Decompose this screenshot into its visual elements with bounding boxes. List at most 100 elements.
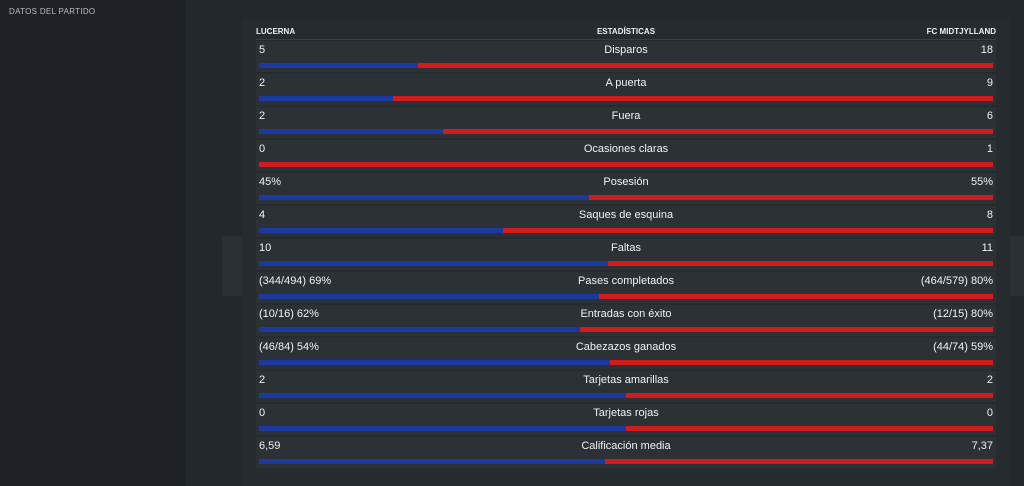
away-value: 8 [986, 209, 993, 221]
away-value: 55% [970, 176, 993, 188]
home-value: (46/84) 54% [259, 341, 319, 353]
comparison-bar [259, 228, 993, 233]
home-value: 0 [259, 143, 266, 155]
away-share-bar [626, 426, 993, 431]
comparison-bar [259, 459, 993, 464]
home-value: 45% [259, 176, 282, 188]
stats-header: LUCERNA ESTADÍSTICAS FC MIDTJYLLAND [256, 25, 996, 40]
stat-label: Fuera [611, 110, 641, 122]
stat-row: (46/84) 54% Cabezazos ganados (44/74) 59% [256, 338, 996, 369]
comparison-bar [259, 162, 993, 167]
away-team-name[interactable]: FC MIDTJYLLAND [926, 27, 996, 36]
home-value: 2 [259, 77, 266, 89]
home-value: (344/494) 69% [259, 275, 332, 287]
comparison-bar [259, 294, 993, 299]
stat-row: 6,59 Calificación media 7,37 [256, 437, 996, 468]
sidebar-title: DATOS DEL PARTIDO [9, 7, 96, 16]
comparison-bar [259, 96, 993, 101]
stat-row: 2 Fuera 6 [256, 107, 996, 138]
comparison-bar [259, 195, 993, 200]
stats-list: 5 Disparos 18 2 A puerta 9 2 Fuera 6 0 Ocasiones c… [256, 41, 996, 470]
away-value: 0 [986, 407, 993, 419]
comparison-bar [259, 129, 993, 134]
home-share-bar [259, 228, 504, 233]
away-value: (12/15) 80% [933, 308, 993, 320]
stat-label: Pases completados [578, 275, 674, 287]
away-share-bar [579, 327, 993, 332]
stat-label: Calificación media [581, 440, 671, 452]
away-share-bar [605, 459, 993, 464]
home-value: 4 [259, 209, 266, 221]
home-share-bar [259, 261, 609, 266]
away-share-bar [392, 96, 993, 101]
home-share-bar [259, 459, 606, 464]
stat-row: (344/494) 69% Pases completados (464/579) … [256, 272, 996, 303]
away-share-bar [589, 195, 993, 200]
home-share-bar [259, 96, 393, 101]
away-share-bar [598, 294, 993, 299]
match-data-sidebar: DATOS DEL PARTIDO [0, 0, 186, 486]
away-value: 18 [980, 44, 993, 56]
home-value: 6,59 [259, 440, 281, 452]
stat-row: 0 Ocasiones claras 1 [256, 140, 996, 171]
away-share-bar [259, 162, 993, 167]
comparison-bar [259, 63, 993, 68]
stat-label: Posesión [603, 176, 649, 188]
away-share-bar [418, 63, 993, 68]
stat-row: 2 A puerta 9 [256, 74, 996, 105]
home-share-bar [259, 63, 419, 68]
away-share-bar [608, 261, 993, 266]
stat-row: 2 Tarjetas amarillas 2 [256, 371, 996, 402]
home-share-bar [259, 129, 443, 134]
home-share-bar [259, 294, 599, 299]
home-value: (10/16) 62% [259, 308, 319, 320]
stat-label: Ocasiones claras [583, 143, 669, 155]
stats-title: ESTADÍSTICAS [596, 27, 656, 36]
comparison-bar [259, 327, 993, 332]
home-share-bar [259, 393, 626, 398]
home-share-bar [259, 360, 610, 365]
home-value: 2 [259, 110, 266, 122]
away-value: 2 [986, 374, 993, 386]
stat-row: 4 Saques de esquina 8 [256, 206, 996, 237]
stat-label: Disparos [604, 44, 648, 56]
stat-row: 45% Posesión 55% [256, 173, 996, 204]
away-share-bar [626, 393, 993, 398]
stat-label: Saques de esquina [578, 209, 674, 221]
stat-row: (10/16) 62% Entradas con éxito (12/15) 80% [256, 305, 996, 336]
comparison-bar [259, 360, 993, 365]
away-value: 1 [986, 143, 993, 155]
comparison-bar [259, 393, 993, 398]
away-value: 11 [981, 242, 993, 254]
away-value: 6 [986, 110, 993, 122]
background-strip-right [1010, 236, 1024, 296]
away-value: (44/74) 59% [933, 341, 993, 353]
home-share-bar [259, 195, 590, 200]
away-value: (464/579) 80% [920, 275, 993, 287]
home-team-name[interactable]: LUCERNA [256, 27, 296, 36]
comparison-bar [259, 426, 993, 431]
stat-row: 0 Tarjetas rojas 0 [256, 404, 996, 435]
comparison-bar [259, 261, 993, 266]
home-value: 10 [259, 242, 272, 254]
away-share-bar [503, 228, 993, 233]
stat-row: 10 Faltas 11 [256, 239, 996, 270]
home-value: 2 [259, 374, 266, 386]
home-value: 0 [259, 407, 266, 419]
home-value: 5 [259, 44, 266, 56]
stat-label: Tarjetas rojas [593, 407, 659, 419]
stat-label: Faltas [611, 242, 641, 254]
stat-row: 5 Disparos 18 [256, 41, 996, 72]
stat-label: Entradas con éxito [580, 308, 672, 320]
home-share-bar [259, 426, 626, 431]
home-share-bar [259, 327, 580, 332]
away-value: 7,37 [971, 440, 993, 452]
away-share-bar [609, 360, 993, 365]
background-strip-left [222, 236, 242, 296]
stats-panel: LUCERNA ESTADÍSTICAS FC MIDTJYLLAND 5 Dis… [242, 19, 1010, 486]
stat-label: Cabezazos ganados [575, 341, 677, 353]
away-value: 9 [986, 77, 993, 89]
stat-label: A puerta [605, 77, 647, 89]
away-share-bar [442, 129, 993, 134]
